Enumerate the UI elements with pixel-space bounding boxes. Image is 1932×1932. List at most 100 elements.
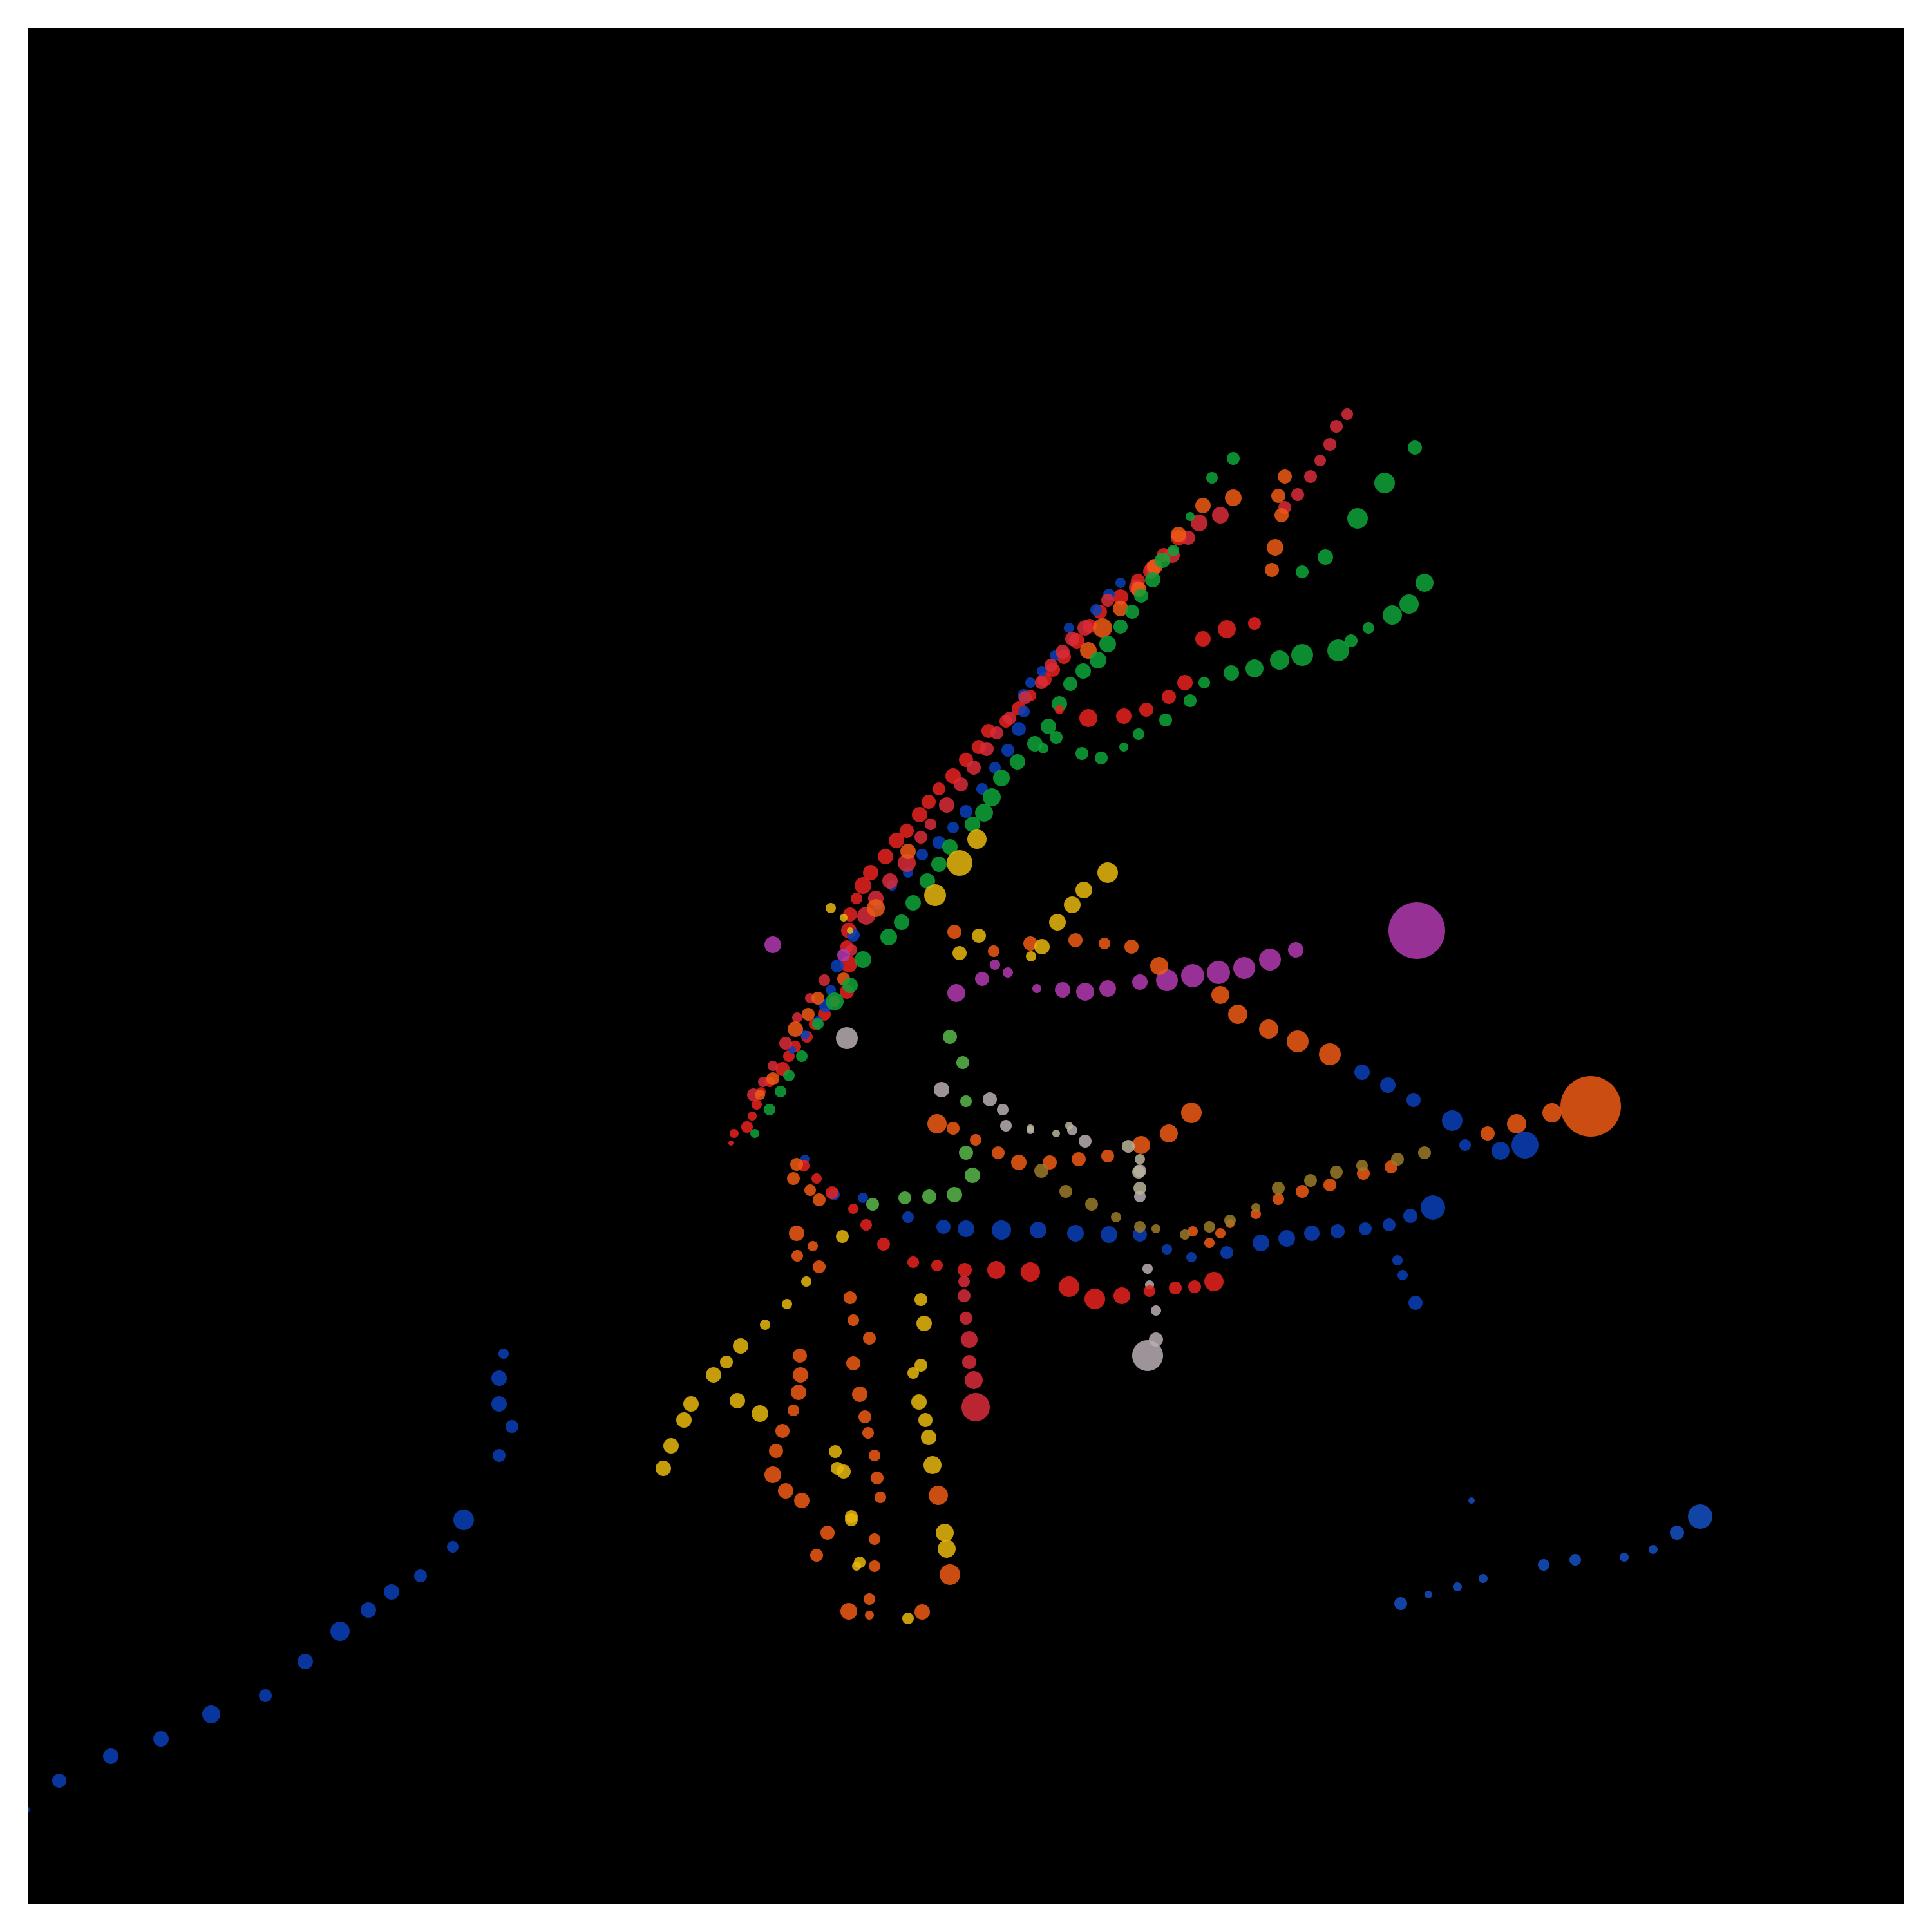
dot <box>1132 1166 1145 1179</box>
orange-columns <box>764 1158 960 1620</box>
dot <box>1125 605 1139 619</box>
dot <box>983 788 1001 806</box>
dot <box>1195 498 1211 513</box>
dot <box>1113 601 1128 616</box>
dot <box>826 985 836 995</box>
dot <box>788 1021 803 1037</box>
dot <box>862 1427 874 1439</box>
dot <box>790 1158 803 1171</box>
dot <box>1021 1262 1040 1282</box>
dot <box>1097 862 1118 883</box>
dot <box>1168 545 1179 556</box>
dot <box>1304 470 1317 483</box>
dot <box>972 929 986 943</box>
dot <box>1359 1222 1372 1235</box>
dot <box>1186 512 1195 521</box>
dot <box>384 1584 399 1600</box>
dot <box>1099 980 1116 997</box>
dot <box>867 899 885 917</box>
dot <box>965 1168 980 1183</box>
dot <box>1356 1160 1368 1171</box>
dot <box>1267 539 1283 556</box>
dot <box>1186 1252 1197 1262</box>
yellow-branch-up <box>826 829 1118 961</box>
dot <box>831 960 844 972</box>
dot <box>1318 549 1333 565</box>
dot <box>783 1070 795 1081</box>
dot <box>840 1603 857 1620</box>
dot <box>1113 620 1128 634</box>
dot <box>1055 705 1064 714</box>
dot <box>813 1193 826 1206</box>
dot <box>924 884 946 906</box>
dot <box>1001 744 1014 757</box>
dot <box>730 1129 739 1138</box>
dot <box>1079 1135 1092 1148</box>
red-branch-right <box>1055 617 1261 727</box>
dot <box>960 1312 972 1325</box>
dot <box>940 1564 960 1585</box>
dot <box>1211 986 1229 1004</box>
dot <box>975 804 993 822</box>
sage-column <box>1027 1122 1146 1195</box>
dot <box>882 873 898 889</box>
dot <box>970 1134 981 1146</box>
dot <box>1560 1076 1621 1137</box>
dot <box>855 877 871 894</box>
dot <box>1225 489 1242 506</box>
dot <box>1055 982 1070 998</box>
dot <box>1037 666 1047 676</box>
grey-branch <box>836 1027 1163 1371</box>
dot <box>1204 1238 1215 1248</box>
dot <box>943 1030 957 1044</box>
orange-arc <box>755 469 1292 1100</box>
dot <box>829 1445 842 1458</box>
dot <box>1064 623 1074 633</box>
dot <box>1132 974 1148 990</box>
dot <box>1468 1497 1475 1504</box>
dot <box>1408 440 1422 455</box>
dot <box>914 1359 927 1372</box>
dot <box>1101 1150 1114 1162</box>
dot <box>865 1611 874 1620</box>
dot <box>493 1449 506 1462</box>
dot <box>1220 1246 1233 1259</box>
dot <box>1388 902 1445 959</box>
dot <box>52 1774 66 1788</box>
dot <box>1323 438 1336 451</box>
dot <box>1288 942 1303 958</box>
dot <box>1032 984 1041 993</box>
dot <box>1000 1120 1012 1132</box>
dot <box>792 1012 802 1023</box>
dot <box>921 1430 936 1445</box>
dot <box>683 1396 699 1412</box>
dot <box>775 1424 790 1438</box>
dot <box>1204 1272 1224 1291</box>
dot <box>1374 473 1395 493</box>
dot <box>1198 677 1210 688</box>
dot <box>752 1405 768 1422</box>
dot <box>866 1198 879 1211</box>
dot <box>954 777 968 791</box>
dot <box>840 914 848 922</box>
dot <box>911 1394 927 1410</box>
dot <box>902 1211 914 1223</box>
dot <box>863 865 878 880</box>
dot <box>787 1172 800 1185</box>
dot <box>1278 1230 1295 1247</box>
dot <box>1075 663 1091 679</box>
dot <box>1224 665 1239 681</box>
dot <box>1253 1235 1269 1251</box>
dot <box>1012 722 1026 736</box>
dot <box>1077 620 1093 636</box>
dot <box>947 1187 962 1202</box>
green-arc-left <box>750 452 1240 1138</box>
dot <box>808 1241 818 1251</box>
dot <box>1019 691 1032 704</box>
dot <box>730 1393 745 1408</box>
dot <box>779 1037 792 1050</box>
yellow-arc-down <box>656 1230 956 1624</box>
dot <box>848 1204 858 1214</box>
dot <box>1403 1209 1417 1223</box>
dot <box>769 1444 783 1458</box>
